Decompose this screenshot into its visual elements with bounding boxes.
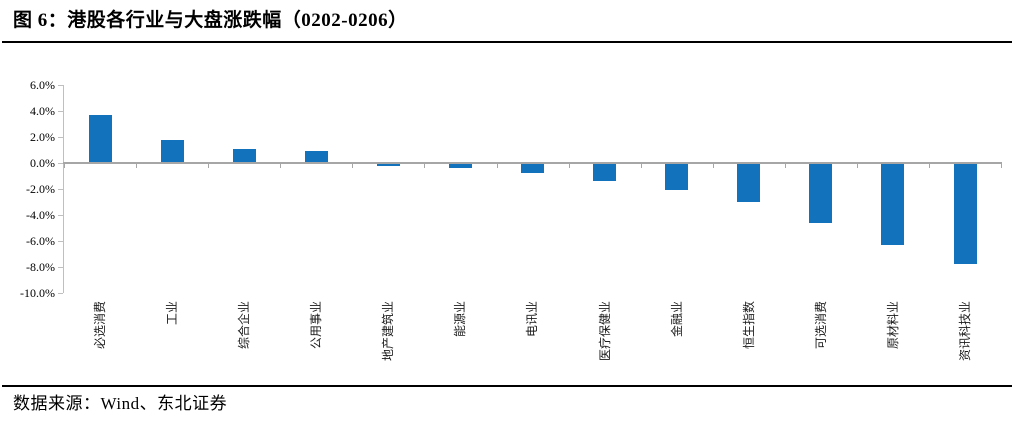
y-tick-label: 0.0% [30, 156, 55, 170]
y-tick-label: 4.0% [30, 104, 55, 118]
x-category-label: 地产建筑业 [381, 301, 396, 362]
data-source: 数据来源：Wind、东北证券 [13, 394, 228, 413]
bar [737, 163, 761, 202]
y-tick [58, 163, 63, 164]
title-divider [2, 41, 1012, 43]
bar [665, 163, 689, 191]
x-tick [1001, 164, 1002, 168]
bar [88, 114, 112, 163]
x-tick [928, 164, 930, 168]
y-tick [58, 189, 63, 190]
x-axis-line [63, 162, 1002, 164]
x-category-label: 公用事业 [309, 301, 324, 350]
y-tick [58, 241, 63, 242]
y-tick-label: -2.0% [26, 182, 55, 196]
x-category-label: 能源业 [453, 301, 468, 338]
y-tick [58, 293, 63, 294]
y-tick [58, 215, 63, 216]
x-tick [712, 164, 714, 168]
bar [593, 163, 617, 182]
y-tick-label: -6.0% [26, 234, 55, 248]
source-divider [2, 385, 1012, 387]
x-tick [496, 164, 498, 168]
x-tick [208, 164, 210, 168]
x-tick [64, 164, 65, 168]
bar [809, 163, 833, 223]
y-tick-label: 6.0% [30, 78, 55, 92]
x-tick [352, 164, 354, 168]
x-category-label: 金融业 [669, 301, 684, 338]
x-tick [568, 164, 570, 168]
y-tick-label: 2.0% [30, 130, 55, 144]
y-axis-line [63, 85, 64, 293]
x-category-label: 恒生指数 [741, 301, 756, 350]
y-tick-label: -4.0% [26, 208, 55, 222]
bar [304, 151, 328, 163]
x-category-label: 资讯科技业 [958, 301, 972, 362]
figure-title: 图 6：港股各行业与大盘涨跌幅（0202-0206） [13, 10, 408, 31]
x-tick [640, 164, 642, 168]
y-tick-label: -8.0% [26, 260, 55, 274]
bar [232, 148, 256, 163]
bar [881, 163, 905, 245]
bar [160, 139, 184, 163]
x-tick [280, 164, 282, 168]
y-tick [58, 111, 63, 112]
x-tick [784, 164, 786, 168]
x-category-label: 医疗保健业 [597, 301, 612, 362]
y-tick-label: -10.0% [20, 286, 55, 300]
y-tick [58, 137, 63, 138]
x-tick [856, 164, 858, 168]
x-category-label: 工业 [165, 301, 180, 326]
bar [376, 163, 400, 166]
x-tick [424, 164, 426, 168]
x-category-label: 必选消费 [93, 301, 107, 350]
x-category-label: 可选消费 [813, 301, 828, 350]
x-category-label: 原材料业 [885, 301, 900, 350]
bar [521, 163, 544, 174]
x-category-label: 电讯业 [525, 301, 540, 338]
y-tick [58, 267, 63, 268]
x-tick [136, 164, 138, 168]
y-tick [58, 85, 63, 86]
bar [953, 163, 977, 265]
bar [448, 163, 472, 169]
x-category-label: 综合企业 [237, 301, 252, 350]
